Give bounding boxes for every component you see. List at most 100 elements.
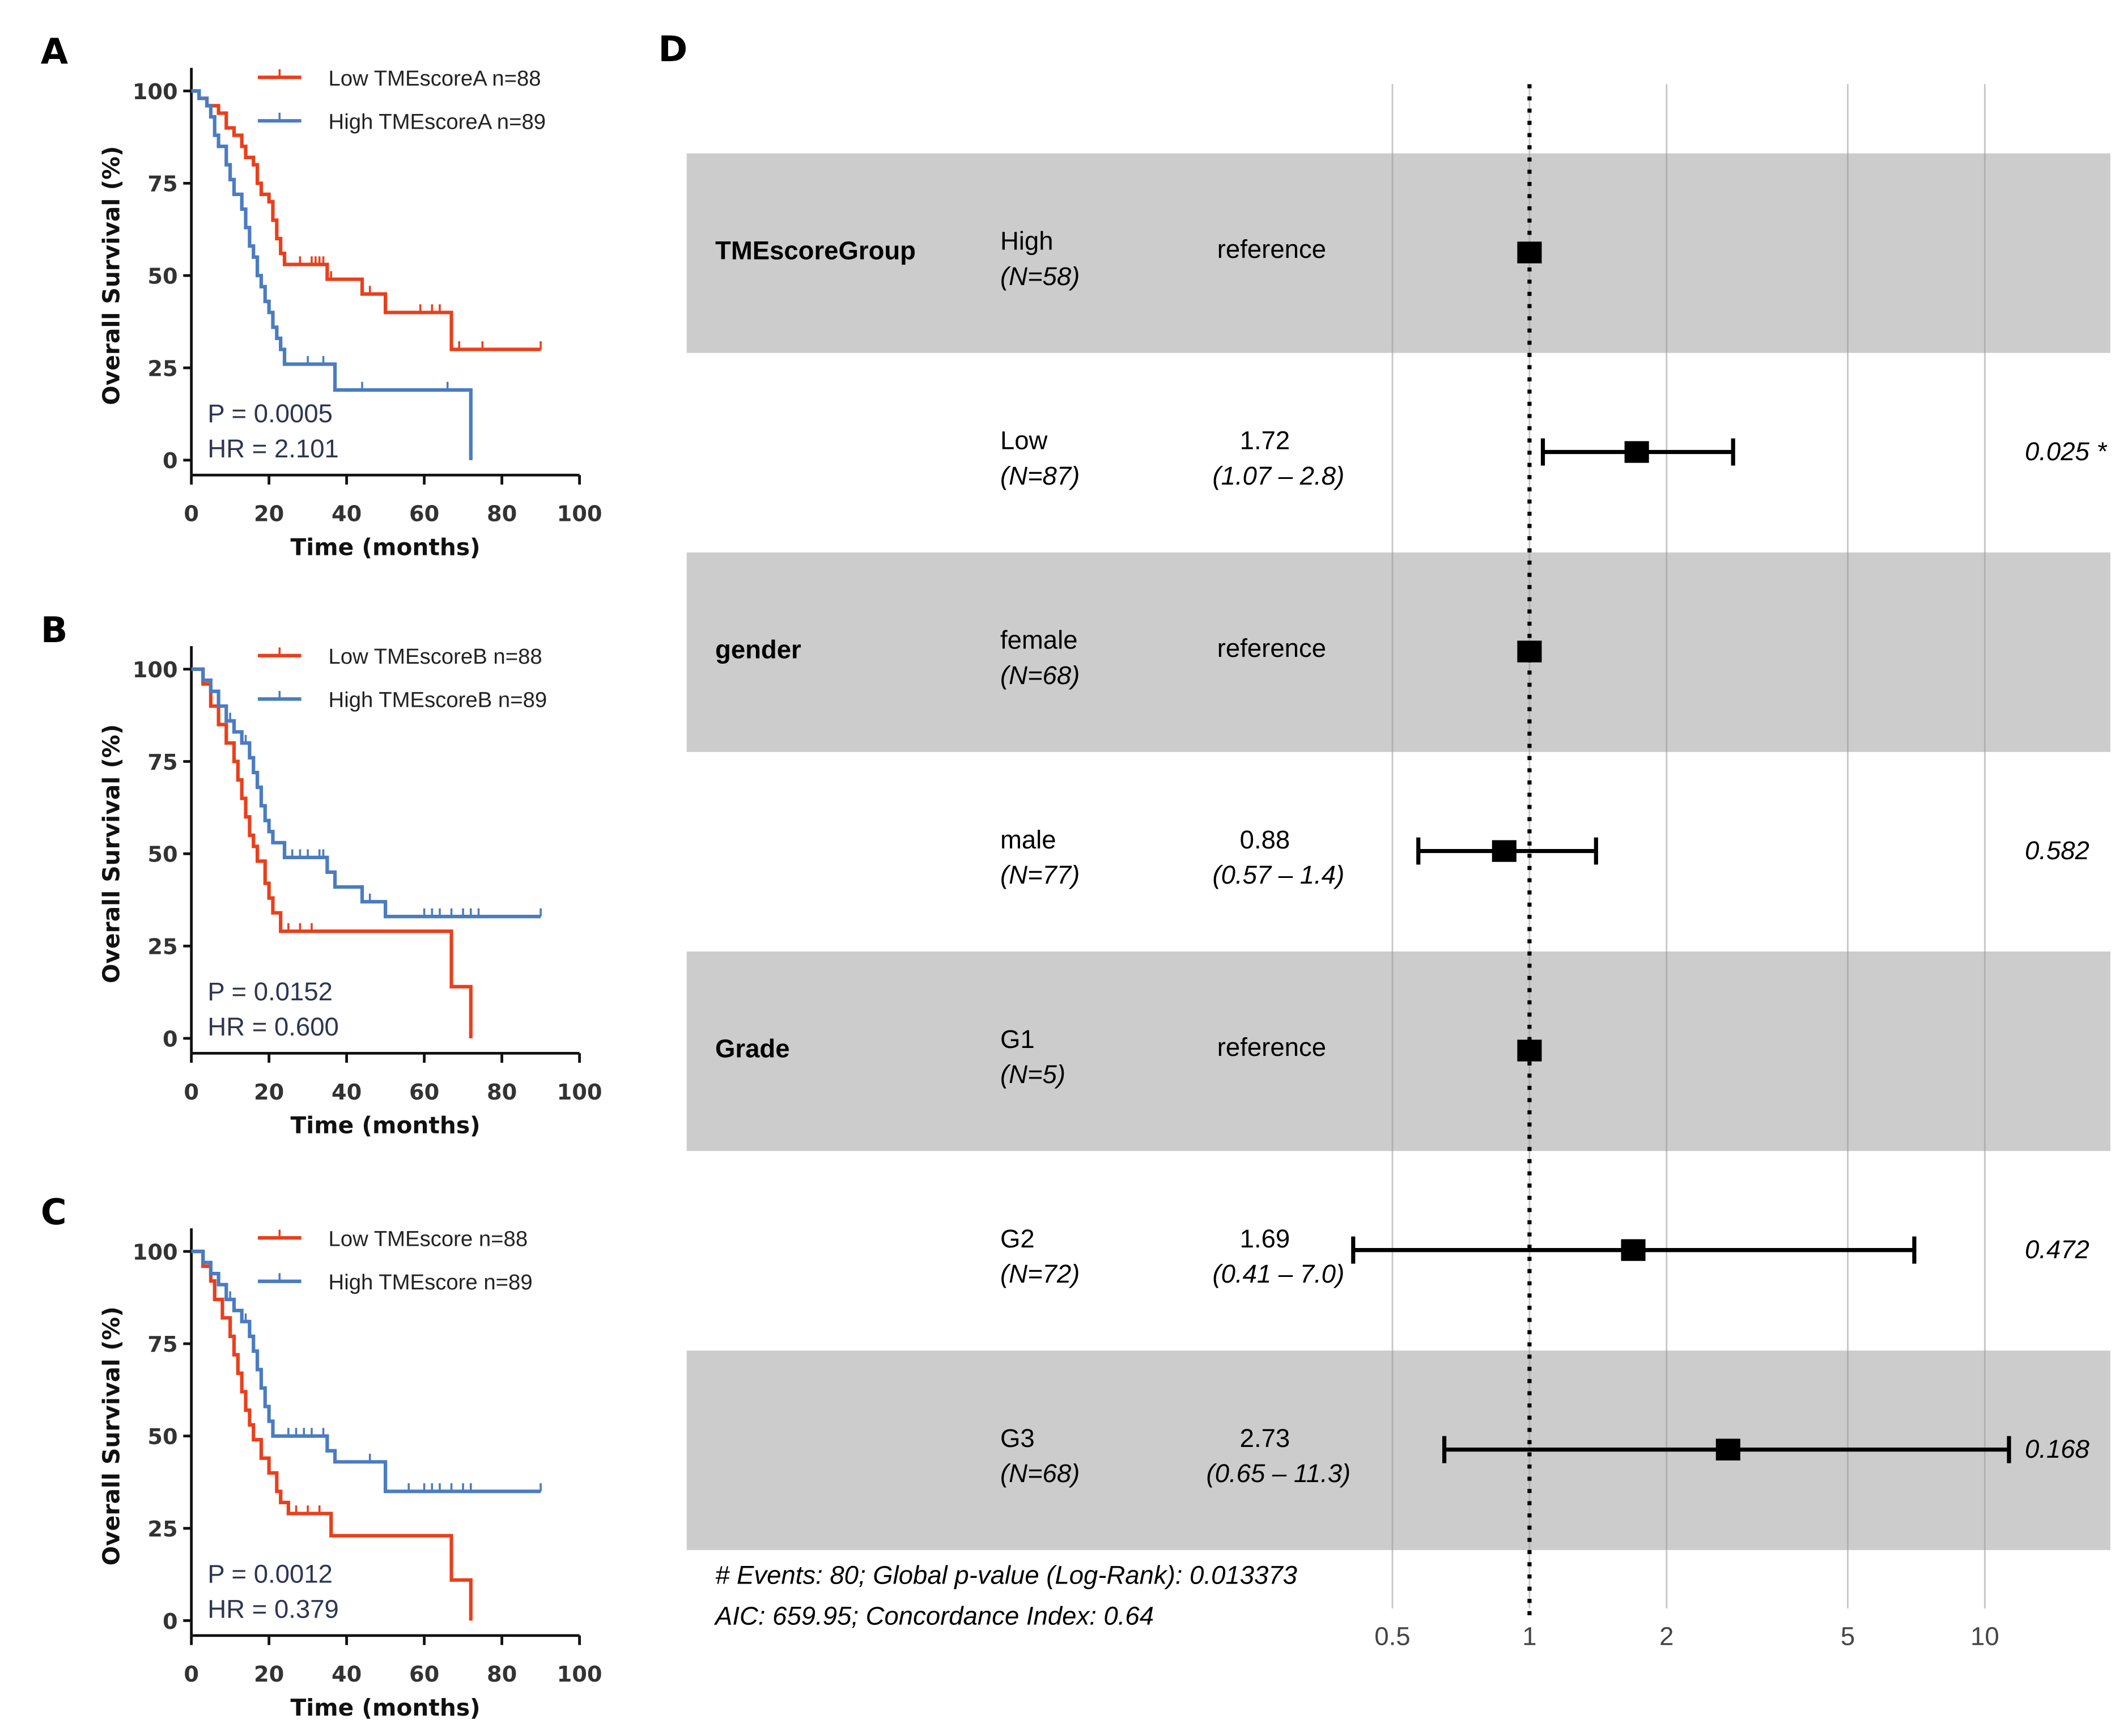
variable-name: TMEscoreGroup (715, 236, 916, 265)
forest-row: gender female (N=68) reference (715, 626, 1542, 690)
p-value: 0.025 * (2025, 437, 2108, 466)
panel-label: C (41, 1191, 67, 1233)
y-tick-label: 75 (147, 1332, 177, 1357)
x-axis-title: Time (months) (291, 1694, 481, 1721)
level-count: (N=77) (1000, 860, 1080, 889)
forest-row: G3 (N=68) 2.73 (0.65 – 11.3) 0.168 (1000, 1424, 2090, 1488)
level-count: (N=72) (1000, 1259, 1080, 1288)
x-tick-label: 40 (332, 1080, 362, 1105)
x-tick-label: 60 (409, 1662, 439, 1687)
variable-name: gender (715, 635, 801, 664)
x-tick-label: 100 (557, 1080, 602, 1105)
footer-note: # Events: 80; Global p-value (Log-Rank):… (715, 1561, 1297, 1590)
km-series-low: Low TMEscoreB n=88 (191, 644, 542, 1039)
legend-label: Low TMEscoreB n=88 (329, 644, 542, 669)
level-label: G2 (1000, 1224, 1035, 1253)
hazard-ratio: 1.72 (1240, 426, 1290, 455)
x-tick-label: 1 (1522, 1622, 1536, 1651)
km-panel-a: A 0 25 50 75 100 0 20 40 60 80 100 Time (months) Over… (41, 31, 602, 561)
y-tick-label: 75 (147, 172, 177, 197)
y-tick-label: 0 (163, 448, 178, 474)
y-tick-label: 50 (147, 264, 177, 290)
survival-curve (191, 89, 541, 351)
level-count: (N=68) (1000, 1459, 1080, 1488)
x-tick-label: 60 (409, 502, 439, 527)
forest-row: TMEscoreGroup High (N=58) reference (715, 227, 1542, 291)
km-panels: A 0 25 50 75 100 0 20 40 60 80 100 Time (months) Over… (41, 31, 602, 1721)
hazard-ratio: 2.73 (1240, 1424, 1290, 1453)
y-tick-label: 50 (147, 842, 177, 868)
hazard-ratio-marker (1624, 441, 1649, 463)
hazard-ratio-label: HR = 2.101 (207, 434, 338, 463)
hazard-ratio-label: HR = 0.379 (207, 1595, 338, 1624)
x-tick-label: 0.5 (1374, 1622, 1410, 1651)
variable-name: Grade (715, 1034, 790, 1063)
x-tick-label: 5 (1841, 1622, 1855, 1651)
y-tick-label: 25 (147, 356, 177, 381)
km-series-low: Low TMEscore n=88 (191, 1226, 528, 1621)
legend-label: Low TMEscoreA n=88 (329, 66, 541, 91)
y-axis-title: Overall Survival (%) (98, 1306, 125, 1565)
x-tick-label: 40 (332, 1662, 362, 1687)
reference-label: reference (1217, 1033, 1326, 1062)
level-label: High (1000, 227, 1054, 256)
p-value-label: P = 0.0005 (207, 399, 333, 428)
y-tick-label: 75 (147, 750, 177, 775)
hazard-ratio-marker (1621, 1239, 1646, 1261)
x-tick-label: 20 (254, 1080, 284, 1105)
km-series-low: Low TMEscoreA n=88 (191, 66, 542, 351)
level-count: (N=5) (1000, 1060, 1065, 1089)
level-count: (N=68) (1000, 661, 1080, 690)
forest-row: G2 (N=72) 1.69 (0.41 – 7.0) 0.472 (1000, 1224, 2089, 1288)
km-series-high: High TMEscoreA n=89 (191, 89, 546, 460)
p-value: 0.168 (2025, 1434, 2090, 1463)
survival-curve (191, 1249, 473, 1621)
forest-row: Grade G1 (N=5) reference (715, 1025, 1542, 1089)
panel-label: A (41, 31, 68, 73)
reference-label: reference (1217, 235, 1326, 264)
level-label: G1 (1000, 1025, 1035, 1054)
hazard-ratio: 1.69 (1240, 1224, 1290, 1253)
km-series-high: High TMEscoreB n=89 (191, 667, 547, 919)
x-axis-title: Time (months) (291, 534, 481, 561)
y-tick-label: 25 (147, 935, 177, 960)
x-tick-label: 10 (1970, 1622, 1999, 1651)
p-value-label: P = 0.0152 (207, 977, 333, 1006)
km-series-high: High TMEscore n=89 (191, 1249, 542, 1493)
hazard-ratio-marker (1517, 241, 1542, 264)
y-tick-label: 0 (163, 1026, 178, 1052)
survival-curve (191, 1249, 541, 1493)
reference-label: reference (1217, 634, 1326, 663)
forest-row: Low (N=87) 1.72 (1.07 – 2.8) 0.025 * (1000, 426, 2108, 490)
x-tick-label: 80 (487, 1662, 517, 1687)
hazard-ratio-marker (1517, 640, 1542, 663)
p-value: 0.582 (2025, 836, 2089, 865)
footer-note: AIC: 659.95; Concordance Index: 0.64 (713, 1602, 1154, 1631)
y-tick-label: 50 (147, 1424, 177, 1450)
hazard-ratio-marker (1517, 1039, 1542, 1062)
hazard-ratio-marker (1715, 1438, 1740, 1461)
panel-label: B (41, 609, 67, 651)
x-axis-title: Time (months) (291, 1112, 481, 1139)
y-axis-title: Overall Survival (%) (98, 724, 125, 983)
legend-label: High TMEscore n=89 (329, 1270, 533, 1294)
confidence-interval: (0.65 – 11.3) (1207, 1459, 1351, 1488)
x-tick-label: 100 (557, 1662, 602, 1687)
survival-curve (191, 667, 473, 1039)
x-tick-label: 40 (332, 502, 362, 527)
panel-label: D (658, 28, 687, 70)
x-tick-label: 60 (409, 1080, 439, 1105)
y-tick-label: 25 (147, 1517, 177, 1542)
y-tick-label: 100 (133, 1240, 178, 1265)
km-panel-b: B 0 25 50 75 100 0 20 40 60 80 100 Time (months) Over… (41, 609, 602, 1139)
confidence-interval: (1.07 – 2.8) (1213, 461, 1345, 490)
x-tick-label: 0 (184, 1662, 199, 1687)
km-panel-c: C 0 25 50 75 100 0 20 40 60 80 100 Time (months) Over… (41, 1191, 602, 1721)
row-band (686, 153, 2110, 353)
confidence-interval: (0.41 – 7.0) (1213, 1259, 1345, 1288)
y-axis-title: Overall Survival (%) (98, 146, 125, 405)
y-tick-label: 0 (163, 1609, 178, 1635)
x-tick-label: 20 (254, 502, 284, 527)
survival-curve (191, 667, 541, 919)
